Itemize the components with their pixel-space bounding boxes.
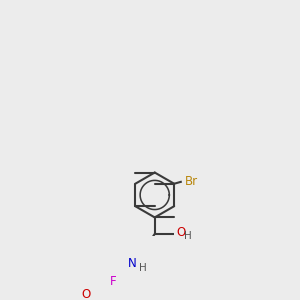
Text: Br: Br — [185, 175, 198, 188]
Text: O: O — [81, 288, 90, 300]
Text: O: O — [177, 226, 186, 239]
Text: H: H — [184, 231, 191, 241]
FancyBboxPatch shape — [81, 292, 90, 300]
Text: H: H — [139, 262, 146, 272]
Text: F: F — [110, 275, 117, 288]
FancyBboxPatch shape — [174, 230, 185, 238]
Text: N: N — [128, 257, 137, 271]
FancyBboxPatch shape — [128, 260, 140, 269]
FancyBboxPatch shape — [109, 277, 118, 285]
